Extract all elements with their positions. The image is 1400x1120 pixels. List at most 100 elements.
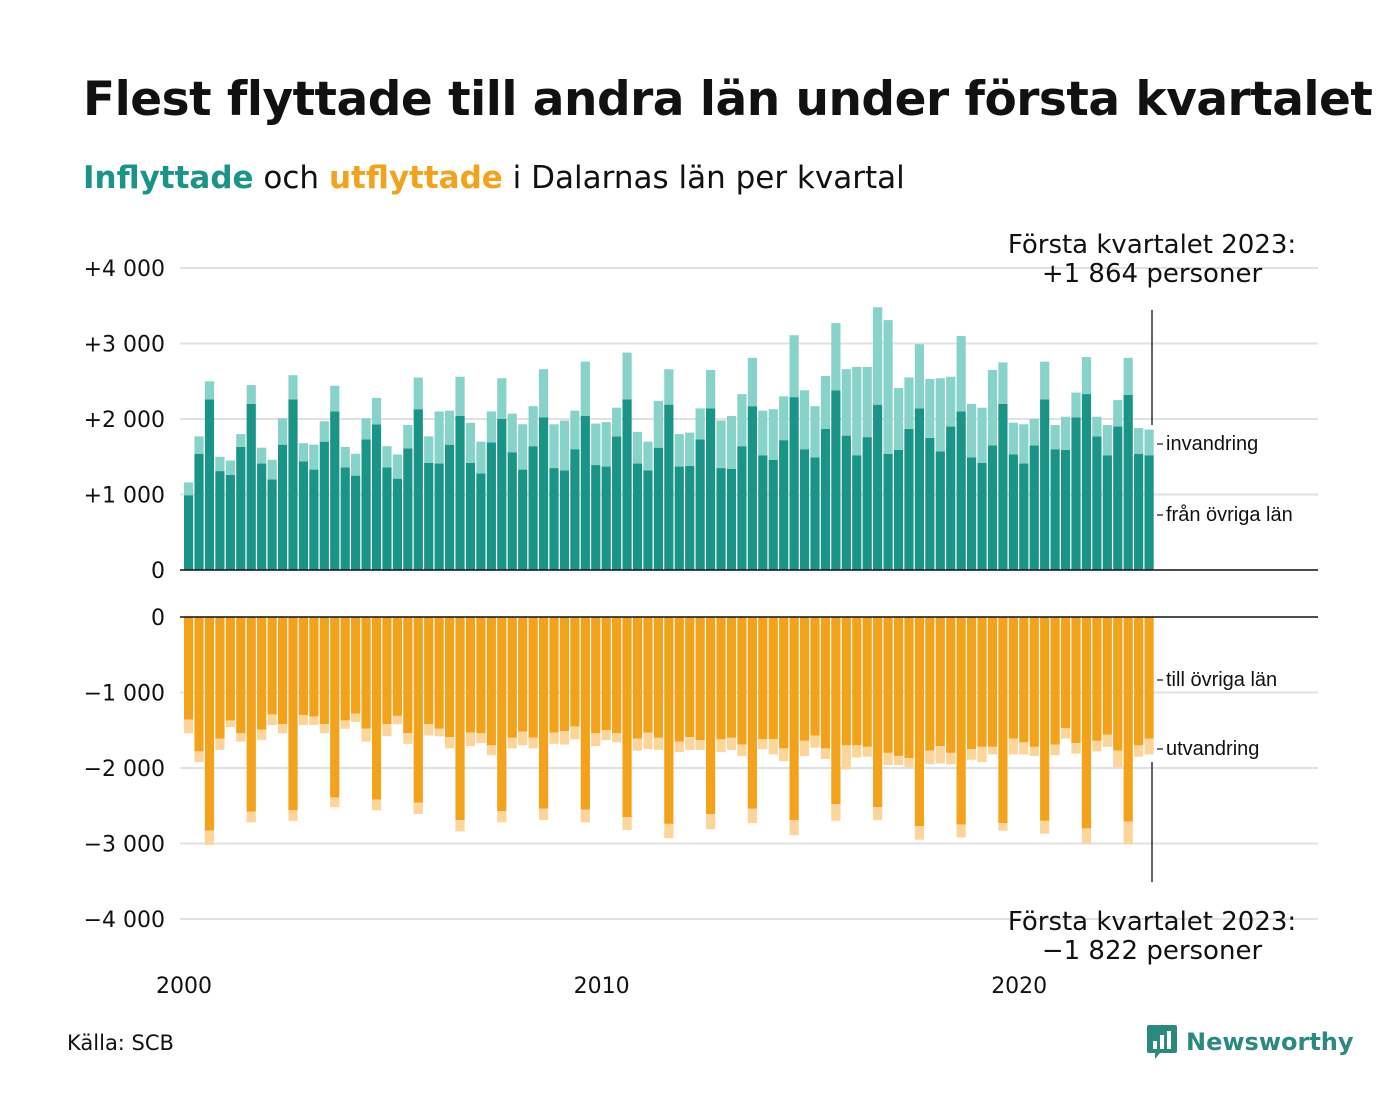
outflow-bars	[184, 617, 1154, 846]
annotation-top-line2: +1 864 personer	[1042, 259, 1263, 289]
bar-utvandring	[559, 731, 570, 745]
bar-till-ovriga-lan	[382, 617, 392, 725]
bar-fran-ovriga-lan	[455, 415, 465, 570]
bar-invandring	[340, 446, 350, 468]
bar-utvandring	[706, 814, 716, 830]
bar-utvandring	[445, 737, 455, 749]
annotation-top-line1: Första kvartalet 2023:	[1008, 230, 1296, 260]
bar-invandring	[883, 320, 893, 454]
bar-till-ovriga-lan	[779, 617, 789, 749]
bar-till-ovriga-lan	[559, 617, 570, 732]
legend-label-utvandring: utvandring	[1166, 738, 1259, 760]
bar-utvandring	[779, 748, 789, 762]
bar-invandring	[685, 432, 695, 466]
bar-fran-ovriga-lan	[518, 469, 528, 570]
bar-fran-ovriga-lan	[319, 441, 329, 570]
bar-fran-ovriga-lan	[904, 428, 914, 570]
bar-fran-ovriga-lan	[277, 444, 288, 570]
bar-invandring	[716, 420, 726, 469]
bar-fran-ovriga-lan	[340, 467, 350, 570]
bar-utvandring	[351, 713, 361, 722]
bar-invandring	[361, 418, 371, 440]
bar-utvandring	[413, 802, 423, 815]
bar-fran-ovriga-lan	[674, 466, 684, 570]
bar-utvandring	[403, 733, 413, 744]
bar-till-ovriga-lan	[914, 617, 924, 827]
bar-till-ovriga-lan	[1071, 617, 1081, 744]
bar-invandring	[538, 369, 549, 418]
bar-utvandring	[1102, 734, 1112, 747]
bar-fran-ovriga-lan	[737, 446, 747, 570]
bar-utvandring	[726, 737, 737, 750]
bar-invandring	[330, 385, 340, 412]
bar-invandring	[549, 424, 559, 469]
y-tick-label-bottom: −4 000	[84, 908, 165, 933]
bar-fran-ovriga-lan	[622, 399, 632, 570]
bar-fran-ovriga-lan	[998, 403, 1008, 570]
bar-till-ovriga-lan	[643, 617, 653, 733]
bar-utvandring	[204, 830, 215, 846]
bar-till-ovriga-lan	[465, 617, 476, 733]
bar-till-ovriga-lan	[445, 617, 455, 738]
bar-utvandring	[455, 820, 465, 832]
bar-till-ovriga-lan	[612, 617, 622, 734]
bar-fran-ovriga-lan	[246, 403, 256, 570]
bar-till-ovriga-lan	[706, 617, 716, 815]
bar-fran-ovriga-lan	[758, 455, 768, 570]
bar-utvandring	[361, 728, 371, 742]
subtitle-joiner: och	[263, 160, 320, 196]
bar-fran-ovriga-lan	[559, 470, 570, 570]
bar-invandring	[779, 396, 789, 441]
bar-till-ovriga-lan	[309, 617, 319, 717]
bar-utvandring	[747, 808, 757, 824]
bar-fran-ovriga-lan	[497, 419, 507, 570]
y-tick-label-top: 0	[151, 559, 165, 584]
bar-utvandring	[236, 733, 246, 742]
bar-utvandring	[1019, 742, 1029, 755]
bar-till-ovriga-lan	[716, 617, 726, 740]
bar-till-ovriga-lan	[392, 617, 402, 716]
bar-utvandring	[841, 745, 851, 770]
legend-label-fran-ovriga-lan: från övriga län	[1166, 504, 1293, 526]
bar-fran-ovriga-lan	[257, 463, 267, 570]
bar-utvandring	[225, 720, 235, 728]
bar-till-ovriga-lan	[194, 617, 204, 752]
bar-till-ovriga-lan	[883, 617, 893, 753]
bar-utvandring	[340, 720, 350, 729]
bar-till-ovriga-lan	[1144, 617, 1154, 739]
bar-till-ovriga-lan	[768, 617, 778, 740]
bar-utvandring	[1050, 744, 1060, 756]
bar-till-ovriga-lan	[246, 617, 256, 812]
bar-utvandring	[674, 741, 684, 753]
bar-fran-ovriga-lan	[643, 470, 653, 570]
page-subtitle: Inflyttade och utflyttade i Dalarnas län…	[83, 160, 905, 196]
bar-till-ovriga-lan	[538, 617, 549, 809]
bar-invandring	[497, 378, 507, 419]
bar-till-ovriga-lan	[257, 617, 267, 730]
bar-fran-ovriga-lan	[1050, 449, 1060, 570]
y-tick-label-bottom: −2 000	[84, 757, 165, 782]
y-tick-label-bottom: −3 000	[84, 833, 165, 858]
bar-invandring	[706, 369, 716, 409]
bar-invandring	[622, 352, 632, 400]
bar-till-ovriga-lan	[455, 617, 465, 821]
bar-invandring	[351, 453, 361, 476]
bar-till-ovriga-lan	[967, 617, 977, 750]
bar-till-ovriga-lan	[946, 617, 956, 753]
bar-till-ovriga-lan	[841, 617, 851, 746]
bar-utvandring	[486, 745, 496, 756]
bar-invandring	[319, 421, 329, 442]
bar-fran-ovriga-lan	[925, 437, 935, 570]
bar-utvandring	[507, 737, 517, 749]
bar-till-ovriga-lan	[799, 617, 810, 741]
bar-invandring	[1113, 400, 1123, 427]
x-tick-label: 2000	[156, 974, 212, 999]
bar-utvandring	[685, 737, 695, 750]
bar-till-ovriga-lan	[789, 617, 799, 821]
bar-fran-ovriga-lan	[779, 440, 789, 570]
bar-till-ovriga-lan	[925, 617, 935, 751]
bar-invandring	[674, 434, 684, 467]
bar-till-ovriga-lan	[873, 617, 883, 808]
bar-utvandring	[799, 740, 810, 756]
bar-till-ovriga-lan	[726, 617, 737, 738]
